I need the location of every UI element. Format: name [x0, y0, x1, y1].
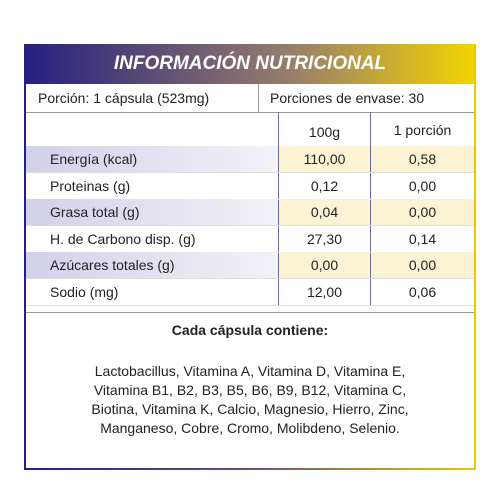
- nutrient-name: Azúcares totales (g): [26, 252, 278, 278]
- nutrient-name: Energía (kcal): [26, 146, 278, 172]
- serving-row: Porción: 1 cápsula (523mg) Porciones de …: [26, 84, 474, 113]
- portion: Porción: 1 cápsula (523mg): [38, 90, 210, 106]
- divider: [258, 84, 259, 112]
- nutrient-row: Grasa total (g) 0,04 0,00: [26, 199, 474, 226]
- contents-text: Lactobacillus, Vitamina A, Vitamina D, V…: [26, 362, 474, 438]
- column-header: 100g: [308, 124, 341, 140]
- nutrient-row: Proteinas (g) 0,12 0,00: [26, 173, 474, 200]
- servings: Porciones de envase: 30: [270, 90, 425, 106]
- value-100g: 12,00: [306, 283, 343, 300]
- panel-body: INFORMACIÓN NUTRICIONAL Porción: 1 cápsu…: [26, 44, 474, 468]
- value-100g: 110,00: [279, 146, 370, 172]
- contents: Cada cápsula contiene: Lactobacillus, Vi…: [26, 322, 474, 438]
- title: INFORMACIÓN NUTRICIONAL: [26, 44, 474, 84]
- value-100g: 27,30: [306, 230, 343, 247]
- divider: [26, 312, 474, 313]
- contents-line: Biotina, Vitamina K, Calcio, Magnesio, H…: [91, 401, 409, 417]
- column-header: 1 porción: [393, 122, 452, 138]
- value-100g: 0,12: [310, 177, 339, 194]
- value-100g: 0,04: [279, 199, 370, 225]
- value-portion: 0,00: [408, 177, 437, 194]
- nutrient-row: Energía (kcal) 110,00 0,58: [26, 146, 474, 173]
- nutrient-row: Sodio (mg) 12,00 0,06: [26, 279, 474, 306]
- nutrient-name: H. de Carbono disp. (g): [50, 230, 196, 247]
- contents-line: Manganeso, Cobre, Cromo, Molibdeno, Sele…: [100, 420, 400, 436]
- value-100g: 0,00: [279, 252, 370, 278]
- value-portion: 0,06: [408, 283, 437, 300]
- nutrient-row: H. de Carbono disp. (g) 27,30 0,14: [26, 226, 474, 253]
- nutrient-name: Sodio (mg): [50, 283, 119, 300]
- nutrient-name: Grasa total (g): [26, 199, 278, 225]
- column-divider: [278, 112, 279, 305]
- value-portion: 0,58: [371, 146, 474, 172]
- contents-line: Vitamina B1, B2, B3, B5, B6, B9, B12, Vi…: [93, 382, 407, 398]
- value-portion: 0,00: [371, 252, 474, 278]
- nutrient-row: Azúcares totales (g) 0,00 0,00: [26, 252, 474, 279]
- nutrition-panel: INFORMACIÓN NUTRICIONAL Porción: 1 cápsu…: [24, 44, 476, 470]
- value-portion: 0,14: [408, 230, 437, 247]
- contents-heading: Cada cápsula contiene:: [171, 322, 329, 338]
- value-portion: 0,00: [371, 199, 474, 225]
- contents-line: Lactobacillus, Vitamina A, Vitamina D, V…: [94, 363, 406, 379]
- column-divider: [370, 112, 371, 305]
- nutrient-name: Proteinas (g): [50, 177, 131, 194]
